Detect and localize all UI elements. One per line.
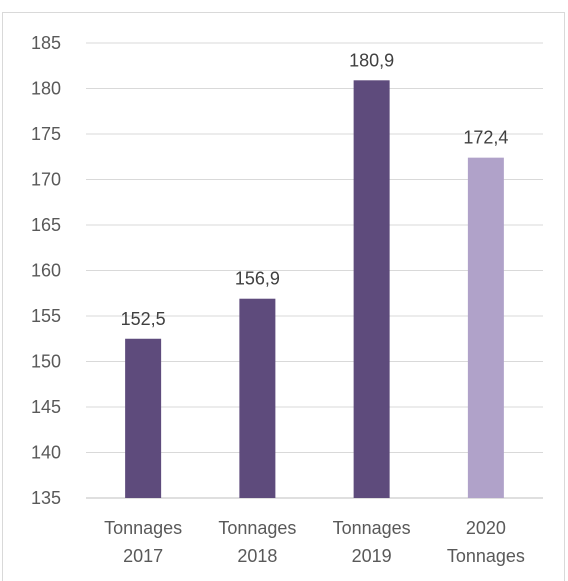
data-label: 152,5: [121, 309, 166, 329]
bars: [125, 80, 504, 498]
gridlines: [86, 42, 543, 499]
bar-0: [125, 338, 162, 498]
x-tick-label: Tonnages 2018: [218, 518, 296, 566]
data-label: 180,9: [349, 50, 394, 70]
y-tick-label: 185: [31, 33, 61, 53]
bar-1: [239, 298, 276, 498]
bar-2: [353, 80, 390, 498]
y-tick-label: 150: [31, 352, 61, 372]
x-tick-label: Tonnages 2017: [104, 518, 182, 566]
y-tick-label: 145: [31, 397, 61, 417]
y-tick-label: 165: [31, 215, 61, 235]
bar-3: [467, 157, 504, 498]
data-label: 156,9: [235, 269, 280, 289]
data-label: 172,4: [463, 128, 508, 148]
y-axis-labels: 135 140 145 150 155 160 165 170 175 180 185: [31, 33, 61, 508]
y-tick-label: 155: [31, 306, 61, 326]
y-tick-label: 160: [31, 261, 61, 281]
x-axis-labels: Tonnages 2017 Tonnages 2018 Tonnages 2019 2020…: [104, 518, 525, 566]
y-tick-label: 140: [31, 443, 61, 463]
y-tick-label: 175: [31, 124, 61, 144]
data-labels: 152,5 156,9 180,9 172,4: [121, 50, 509, 328]
y-tick-label: 170: [31, 170, 61, 190]
y-tick-label: 135: [31, 488, 61, 508]
x-tick-label: 2020 Tonnages: [447, 518, 525, 566]
y-tick-label: 180: [31, 79, 61, 99]
x-tick-label: Tonnages 2019: [333, 518, 411, 566]
